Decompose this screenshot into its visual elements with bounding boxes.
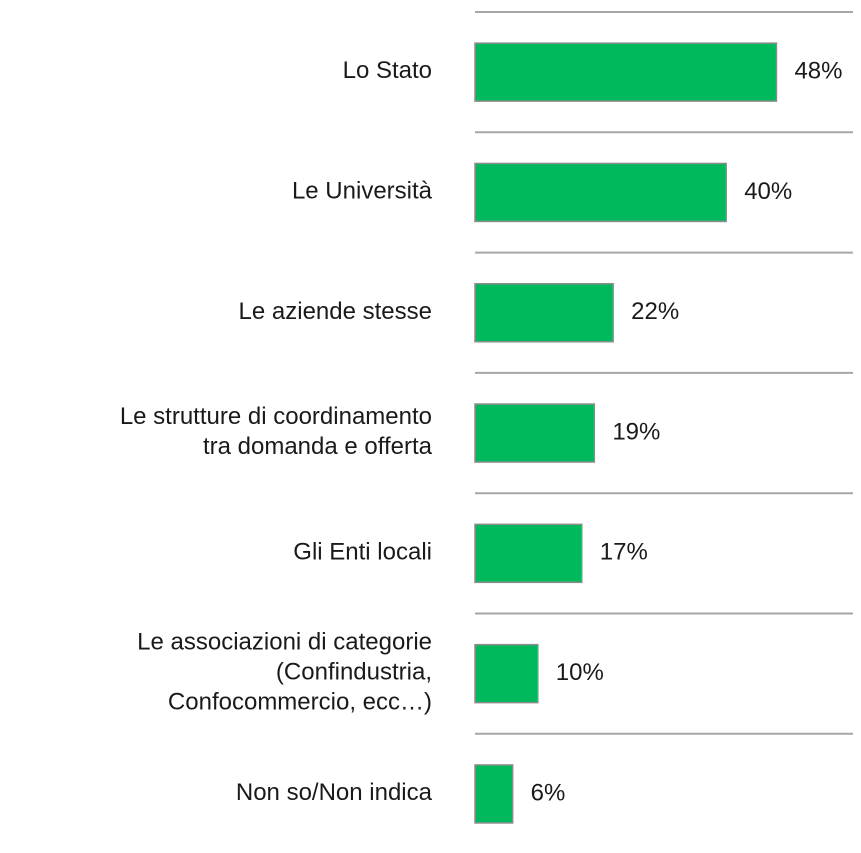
value-label: 48% — [794, 57, 842, 84]
bar — [474, 764, 514, 824]
category-label: Le aziende stesse — [239, 298, 432, 325]
category-label: Lo Stato — [343, 57, 432, 84]
value-label: 40% — [744, 178, 792, 205]
bar — [474, 162, 727, 223]
category-label: Le Università — [292, 178, 433, 205]
category-label: Le strutture di coordinamento tra domanda… — [120, 403, 433, 460]
value-label: 22% — [631, 298, 679, 325]
value-label: 10% — [556, 659, 604, 686]
category-label: Gli Enti locali — [293, 539, 432, 566]
bar — [474, 643, 539, 704]
bar — [474, 42, 778, 102]
category-label: Non so/Non indica — [236, 779, 433, 806]
value-label: 19% — [612, 418, 660, 445]
value-label: 17% — [600, 539, 648, 566]
bar — [474, 523, 583, 584]
category-label: Le associazioni di categorie (Confindustr… — [137, 629, 432, 716]
value-label: 6% — [531, 779, 566, 806]
bar — [474, 403, 596, 463]
bar — [474, 283, 614, 343]
